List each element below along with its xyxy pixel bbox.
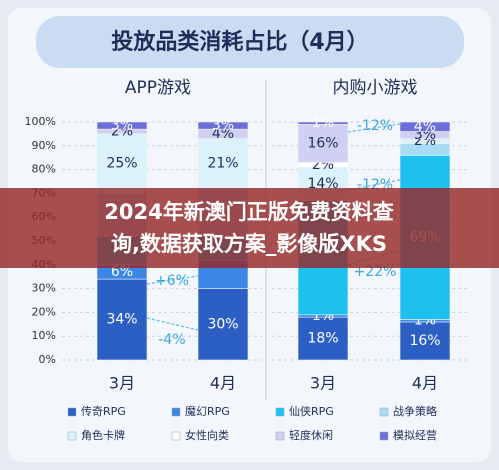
data-label: 3% bbox=[111, 118, 133, 134]
legend-swatch bbox=[171, 431, 181, 441]
banner-text: 2024年新澳门正版免费资料查 bbox=[104, 200, 393, 224]
legend-label: 女性向类 bbox=[185, 428, 229, 442]
y-tick-label: 100% bbox=[25, 115, 56, 128]
connector bbox=[146, 317, 199, 331]
x-tick-label: 4月 bbox=[412, 374, 438, 393]
data-label: 14% bbox=[307, 176, 338, 192]
y-tick-label: 20% bbox=[32, 305, 56, 318]
legend-swatch bbox=[379, 431, 389, 441]
banner bbox=[0, 188, 499, 268]
bar-segment bbox=[96, 133, 148, 194]
data-label: 4% bbox=[414, 119, 436, 135]
data-label: 4% bbox=[212, 126, 234, 142]
y-tick-label: 0% bbox=[39, 353, 56, 366]
connector bbox=[146, 275, 199, 285]
y-tick-label: 10% bbox=[32, 329, 56, 342]
legend-swatch bbox=[67, 431, 77, 441]
bar-segment bbox=[399, 121, 451, 132]
data-label: 25% bbox=[106, 156, 137, 172]
x-tick-label: 3月 bbox=[310, 374, 336, 393]
y-tick-label: 80% bbox=[32, 163, 56, 176]
data-label: 3% bbox=[212, 118, 234, 134]
connector bbox=[347, 123, 401, 133]
x-tick-label: 4月 bbox=[210, 374, 236, 393]
banner-text: 询,数据获取方案_影像版XKS bbox=[111, 232, 387, 256]
bar-segment bbox=[297, 316, 349, 361]
legend-label: 模拟经营 bbox=[393, 428, 437, 442]
annotation: -12% bbox=[357, 118, 393, 134]
bar-segment bbox=[96, 278, 148, 361]
data-label: 30% bbox=[207, 316, 238, 332]
legend-label: 魔幻RPG bbox=[185, 404, 230, 418]
y-tick-label: 30% bbox=[32, 282, 56, 295]
annotation: -4% bbox=[158, 332, 185, 348]
x-tick-label: 3月 bbox=[109, 374, 135, 393]
data-label: 34% bbox=[106, 312, 137, 328]
legend-swatch bbox=[171, 407, 181, 417]
panel-subtitle: APP游戏 bbox=[125, 78, 191, 98]
panel-subtitle: 内购小游戏 bbox=[333, 78, 418, 98]
bar-segment bbox=[399, 321, 451, 361]
legend-label: 战争策略 bbox=[393, 404, 437, 418]
legend-swatch bbox=[379, 407, 389, 417]
bar-segment bbox=[197, 138, 249, 189]
data-label: 16% bbox=[409, 333, 440, 349]
legend-label: 传奇RPG bbox=[81, 405, 126, 418]
legend-swatch bbox=[67, 407, 77, 417]
legend-swatch bbox=[275, 431, 285, 441]
legend-swatch bbox=[275, 407, 285, 417]
connector bbox=[347, 179, 401, 191]
legend-label: 轻度休闲 bbox=[289, 428, 333, 442]
bar-segment bbox=[297, 121, 349, 125]
annotation: +6% bbox=[155, 273, 189, 289]
bar-segment bbox=[197, 121, 249, 130]
data-label: 1% bbox=[312, 115, 334, 131]
bar-segment bbox=[96, 121, 148, 130]
legend-label: 仙侠RPG bbox=[289, 405, 334, 418]
chart-title: 投放品类消耗占比（4月） bbox=[111, 29, 368, 55]
data-label: 18% bbox=[307, 331, 338, 347]
data-label: 21% bbox=[207, 156, 238, 172]
legend-label: 角色卡牌 bbox=[81, 428, 125, 442]
title-box bbox=[36, 16, 464, 68]
y-tick-label: 90% bbox=[32, 139, 56, 152]
data-label: 16% bbox=[307, 135, 338, 151]
